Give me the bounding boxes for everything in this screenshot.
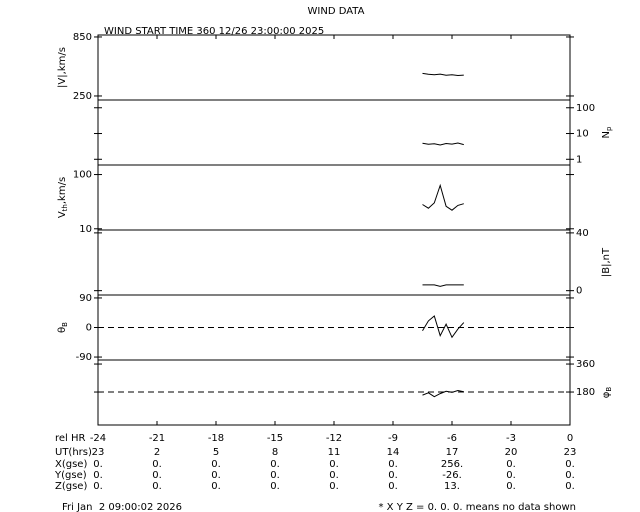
y-tick-label: 40 (576, 228, 589, 239)
data-line (422, 315, 465, 339)
y-axis-label-part: |V|,km/s (57, 47, 68, 88)
ephemeris-value: 11 (328, 447, 341, 458)
ephemeris-label: X(gse) (55, 459, 87, 470)
y-axis-label-part: φ (601, 391, 612, 398)
data-line (422, 142, 464, 146)
y-axis-label-part: th (61, 204, 69, 211)
ephemeris-value: 0. (152, 470, 162, 481)
ephemeris-value: 0. (270, 481, 280, 492)
x-tick-label: -21 (149, 433, 165, 444)
y-axis-label-part: ,km/s (57, 177, 68, 204)
ephemeris-value: 0. (152, 481, 162, 492)
y-tick-label: 850 (73, 32, 92, 43)
y-tick-label: -90 (76, 352, 92, 363)
ephemeris-value: 20 (505, 447, 518, 458)
y-axis-label-part: |B|,nT (601, 247, 612, 277)
ephemeris-value: 2 (154, 447, 160, 458)
ephemeris-label: Z(gse) (55, 481, 87, 492)
y-axis-label-part: B (61, 322, 69, 327)
ephemeris-value: 0. (93, 470, 103, 481)
footer-left: Fri Jan 2 09:00:02 2026 (62, 502, 182, 512)
ephemeris-value: 256. (441, 459, 463, 470)
ephemeris-value: 0. (388, 481, 398, 492)
ephemeris-value: 0. (93, 481, 103, 492)
y-tick-label: 360 (576, 359, 595, 370)
ephemeris-value: 8 (272, 447, 278, 458)
ephemeris-value: -26. (442, 470, 462, 481)
panel-frame (97, 34, 571, 101)
ephemeris-value: 13. (444, 481, 460, 492)
ephemeris-value: 0. (565, 459, 575, 470)
ephemeris-value: 0. (152, 459, 162, 470)
y-tick-label: 100 (73, 170, 92, 181)
x-tick-label: -15 (267, 433, 283, 444)
ephemeris-value: 14 (387, 447, 400, 458)
y-axis-label-part: V (57, 211, 68, 218)
x-axis-label: rel HR (55, 433, 86, 444)
y-tick-label: 0 (86, 323, 92, 334)
y-axis-label: |V|,km/s (57, 47, 68, 88)
y-tick-label: 1 (576, 154, 582, 165)
ephemeris-value: 0. (211, 470, 221, 481)
x-tick-label: -9 (388, 433, 398, 444)
y-axis-label-part: B (605, 387, 613, 392)
ephemeris-value: 0. (329, 481, 339, 492)
x-tick-label: 0 (567, 433, 573, 444)
ephemeris-value: 5 (213, 447, 219, 458)
ephemeris-value: 23 (564, 447, 577, 458)
y-axis-label: |B|,nT (601, 247, 612, 277)
ephemeris-value: 0. (565, 470, 575, 481)
ephemeris-value: 0. (565, 481, 575, 492)
ephemeris-value: 0. (506, 459, 516, 470)
ephemeris-value: 0. (329, 470, 339, 481)
y-tick-label: 10 (576, 129, 589, 140)
ephemeris-value: 17 (446, 447, 459, 458)
ephemeris-value: 0. (211, 481, 221, 492)
y-tick-label: 180 (576, 387, 595, 398)
y-axis-label: φB (601, 387, 613, 399)
ephemeris-value: 0. (270, 459, 280, 470)
footer-right: * X Y Z = 0. 0. 0. means no data shown (378, 502, 576, 512)
x-tick-label: -12 (326, 433, 342, 444)
y-tick-label: 10 (79, 224, 92, 235)
data-line (422, 284, 464, 287)
panel-frame (97, 229, 571, 296)
ephemeris-value: 0. (388, 459, 398, 470)
ephemeris-value: 23 (92, 447, 105, 458)
data-line (422, 183, 464, 211)
y-tick-label: 90 (79, 293, 92, 304)
y-tick-label: 0 (576, 286, 582, 297)
x-tick-label: -18 (208, 433, 224, 444)
ephemeris-value: 0. (93, 459, 103, 470)
ephemeris-label: UT(hrs) (55, 447, 92, 458)
x-tick-label: -6 (447, 433, 457, 444)
y-tick-label: 250 (73, 91, 92, 102)
x-tick-label: -24 (90, 433, 106, 444)
y-axis-label: θB (57, 322, 69, 333)
chart-title: WIND DATA (308, 6, 365, 17)
data-line (422, 389, 464, 398)
ephemeris-value: 0. (270, 470, 280, 481)
ephemeris-value: 0. (506, 481, 516, 492)
y-tick-label: 100 (576, 103, 595, 114)
panel-frame (97, 164, 571, 231)
ephemeris-label: Y(gse) (54, 470, 87, 481)
chart-subtitle: WIND START TIME 360 12/26 23:00:00 2025 (104, 26, 324, 37)
x-tick-label: -3 (506, 433, 516, 444)
ephemeris-value: 0. (506, 470, 516, 481)
y-axis-label-part: N (601, 131, 612, 138)
ephemeris-value: 0. (211, 459, 221, 470)
ephemeris-value: 0. (329, 459, 339, 470)
y-axis-label-part: θ (57, 327, 68, 333)
ephemeris-value: 0. (388, 470, 398, 481)
y-axis-label: Np (601, 126, 613, 138)
y-axis-label-part: p (605, 126, 613, 131)
panel-frame (97, 99, 571, 166)
data-line (422, 72, 464, 77)
y-axis-label: Vth,km/s (57, 177, 69, 218)
